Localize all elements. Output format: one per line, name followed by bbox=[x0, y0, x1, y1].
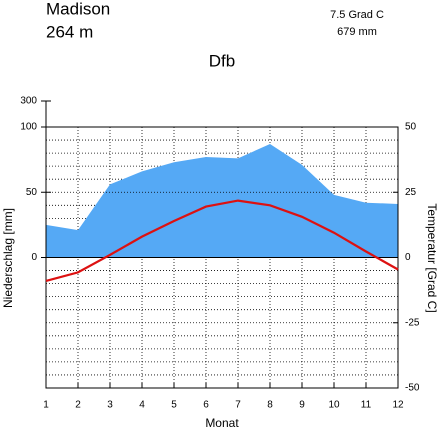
y2-tick-label: -25 bbox=[405, 317, 420, 328]
annotation: Dfb bbox=[209, 51, 235, 70]
chart-title: Madison bbox=[46, 0, 110, 18]
x-tick-label: 4 bbox=[139, 400, 145, 411]
x-tick-label: 6 bbox=[203, 400, 209, 411]
x-tick-label: 11 bbox=[361, 400, 372, 411]
chart-subtitle: 264 m bbox=[46, 22, 93, 41]
x-tick-label: 7 bbox=[235, 400, 241, 411]
x-tick-label: 3 bbox=[107, 400, 113, 411]
x-tick-label: 12 bbox=[392, 400, 404, 411]
x-tick-label: 5 bbox=[171, 400, 177, 411]
annotation: 7.5 Grad C bbox=[330, 9, 384, 21]
x-tick-label: 10 bbox=[328, 400, 340, 411]
y2-tick-label: 50 bbox=[405, 122, 417, 133]
y2-tick-label: 0 bbox=[405, 252, 411, 263]
annotation: 679 mm bbox=[337, 26, 377, 38]
x-tick-label: 9 bbox=[299, 400, 305, 411]
y2-tick-label: -50 bbox=[405, 383, 420, 394]
precipitation-area bbox=[46, 143, 398, 258]
x-tick-label: 1 bbox=[43, 400, 49, 411]
y-tick-label: 50 bbox=[26, 187, 38, 198]
y-tick-label: 300 bbox=[20, 96, 37, 107]
y2-axis-label: Temperatur [Grad C] bbox=[425, 203, 439, 312]
y-axis-label: Niederschlag [mm] bbox=[1, 208, 15, 308]
x-tick-label: 8 bbox=[267, 400, 273, 411]
x-axis-label: Monat bbox=[205, 416, 239, 430]
y-tick-label: 100 bbox=[20, 122, 37, 133]
temperature-line bbox=[45, 199, 399, 283]
x-tick-label: 2 bbox=[75, 400, 81, 411]
y2-tick-label: 25 bbox=[405, 187, 417, 198]
plot-frame bbox=[45, 126, 399, 389]
y-tick-label: 0 bbox=[31, 252, 37, 263]
